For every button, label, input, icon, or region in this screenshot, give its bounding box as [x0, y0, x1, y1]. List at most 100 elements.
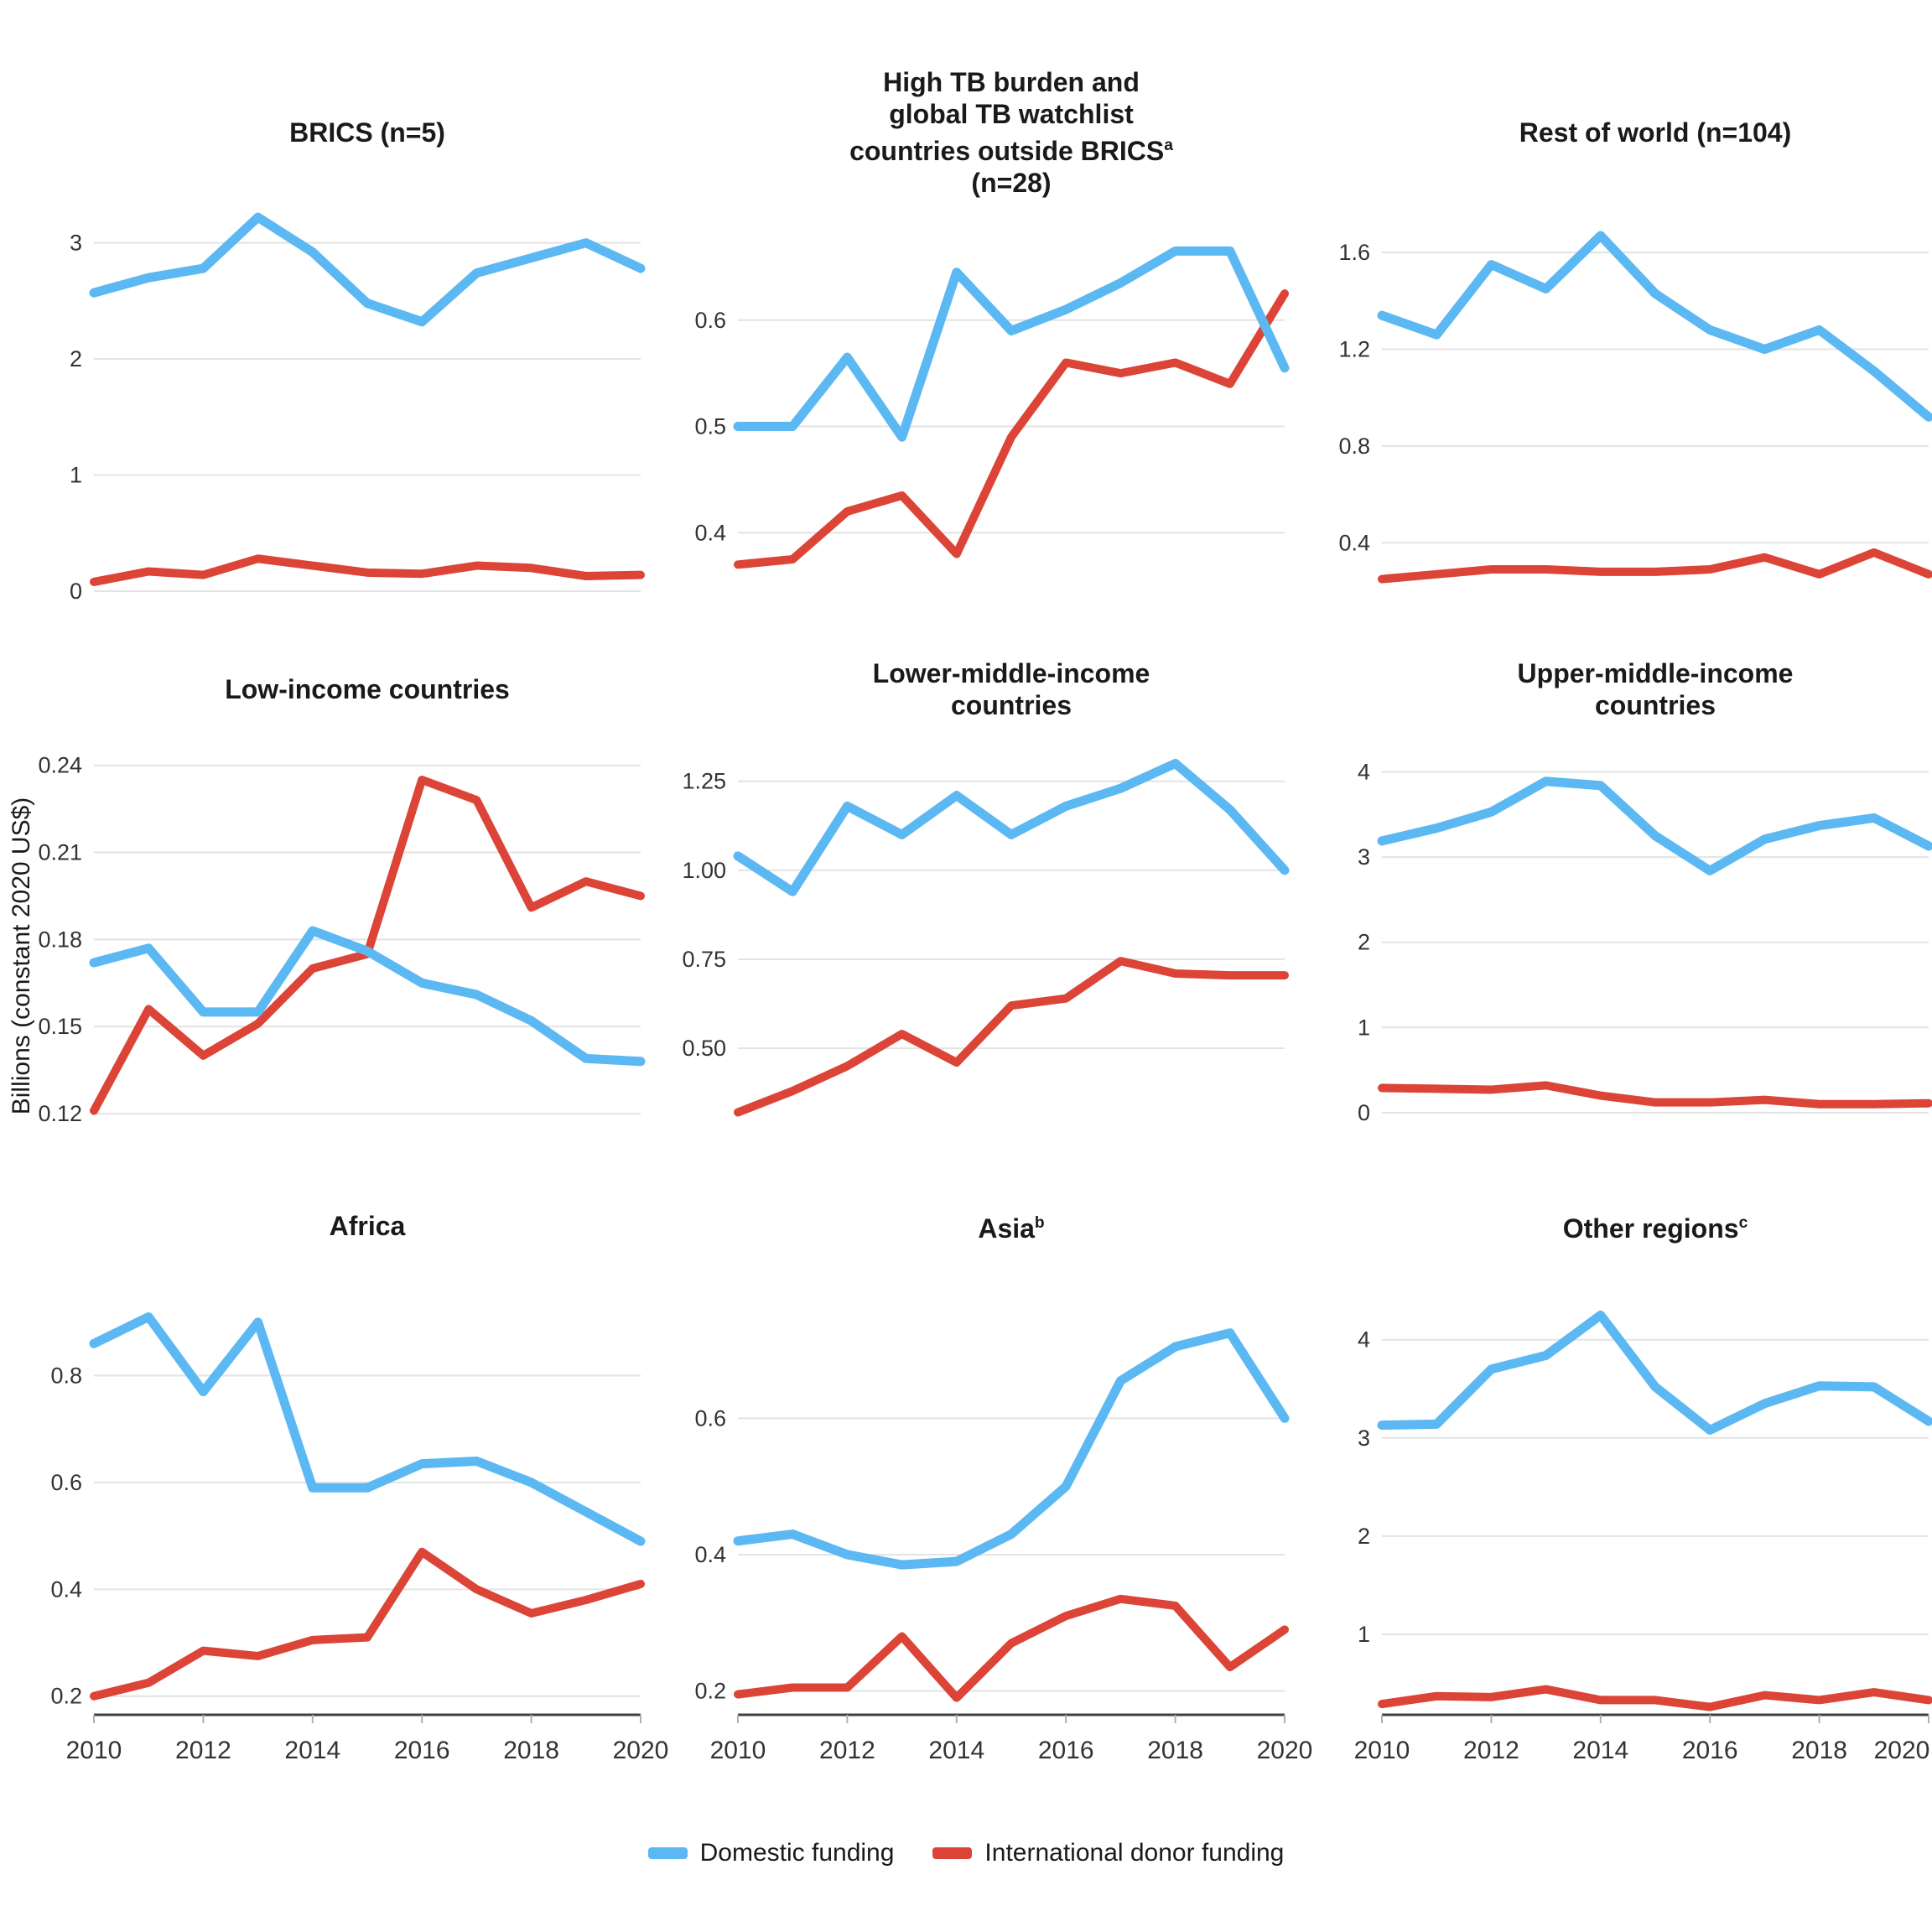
legend-item-donor: International donor funding [932, 1839, 1284, 1867]
domestic-funding-line [1377, 776, 1932, 875]
y-tick-label: 0.8 [1338, 434, 1370, 459]
y-tick-label: 1.6 [1338, 240, 1370, 265]
y-tick-label: 0.4 [1338, 530, 1370, 555]
y-tick-label: 0.6 [50, 1470, 82, 1495]
y-tick-label: 2 [1358, 1524, 1370, 1549]
line-chart-low-income: 0.12 0.15 0.18 0.21 0.24 [38, 753, 646, 1126]
x-tick-label: 2018 [503, 1737, 559, 1764]
panel-title-high-tb-watchlist: High TB burden and global TB watchlist cou… [713, 66, 1310, 199]
line-chart-high-tb-watchlist: 0.4 0.5 0.6 [694, 246, 1290, 569]
panel-title-line: Upper-middle-income [1517, 658, 1794, 688]
panel-title-other-regions: Other regionsc [1357, 1208, 1932, 1244]
line-chart-africa: 0.2 0.4 0.6 0.8 2010 2012 2014 2016 2018 2020 [50, 1311, 668, 1764]
gridlines: 0 1 2 3 [70, 231, 641, 604]
y-tick-label: 3 [70, 231, 82, 256]
panel-title-line: Lower-middle-income [872, 658, 1150, 688]
donor-funding-line [90, 554, 645, 586]
y-tick-label: 0.2 [694, 1679, 726, 1704]
domestic-funding-line [89, 926, 646, 1067]
legend: Domestic funding International donor fund… [0, 1828, 1932, 1878]
x-tick-label: 2020 [1257, 1737, 1313, 1764]
domestic-funding-line [89, 1311, 646, 1546]
domestic-funding-line [89, 212, 646, 327]
domestic-funding-line [733, 758, 1290, 896]
y-tick-label: 1.00 [682, 858, 726, 883]
x-tick-label: 2014 [1572, 1737, 1628, 1764]
line-chart-other-regions: 1 2 3 4 2010 2012 2014 2016 2018 2020 [1354, 1310, 1932, 1764]
line-chart-rest-of-world: 0.4 0.8 1.2 1.6 [1338, 231, 1932, 584]
panel-title-africa: Africa [69, 1210, 666, 1242]
footnote-marker: b [1034, 1214, 1045, 1233]
y-tick-label: 0.6 [694, 1405, 726, 1431]
donor-funding-line [1378, 548, 1932, 584]
gridlines: 0.4 0.8 1.2 1.6 [1338, 240, 1929, 555]
y-tick-label: 0.4 [50, 1576, 82, 1602]
x-axis: 2010 2012 2014 2016 2018 2020 [710, 1713, 1313, 1764]
donor-funding-line [734, 957, 1289, 1117]
panel-title-upper-middle-income: Upper-middle-income countries [1357, 657, 1932, 721]
x-tick-label: 2018 [1147, 1737, 1203, 1764]
footnote-marker: c [1738, 1214, 1748, 1233]
domestic-funding-line [733, 1328, 1290, 1570]
gridlines: 0.12 0.15 0.18 0.21 0.24 [38, 753, 641, 1126]
panel-title-line: Asiab [978, 1213, 1045, 1244]
panel-title-line: Low-income countries [225, 674, 510, 704]
panel-title-line: (n=28) [971, 167, 1052, 198]
panel-title-line: High TB burden and [883, 67, 1140, 98]
x-axis: 2010 2012 2014 2016 2018 2020 [1354, 1713, 1930, 1764]
y-tick-label: 0.75 [682, 947, 726, 972]
legend-swatch-domestic [647, 1847, 688, 1859]
x-tick-label: 2014 [928, 1737, 984, 1764]
panel-title-line: Rest of world (n=104) [1519, 117, 1792, 148]
y-tick-label: 0.24 [38, 753, 82, 778]
gridlines: 0.2 0.4 0.6 0.8 [50, 1363, 641, 1709]
y-tick-label: 0 [70, 579, 82, 604]
panel-title-low-income: Low-income countries [69, 673, 666, 705]
domestic-funding-line [1377, 1310, 1932, 1435]
y-tick-label: 0.15 [38, 1014, 82, 1039]
panel-title-line: Africa [329, 1211, 406, 1241]
x-tick-label: 2010 [1354, 1737, 1410, 1764]
line-chart-lower-middle-income: 0.50 0.75 1.00 1.25 [682, 758, 1290, 1117]
y-tick-label: 3 [1358, 1426, 1370, 1451]
y-tick-label: 1 [1358, 1015, 1370, 1040]
footnote-marker: a [1164, 137, 1173, 155]
y-tick-label: 0.18 [38, 927, 82, 952]
x-tick-label: 2020 [1874, 1737, 1930, 1764]
y-tick-label: 0.50 [682, 1036, 726, 1061]
y-tick-label: 2 [1358, 930, 1370, 955]
line-chart-asia: 0.2 0.4 0.6 2010 2012 2014 2016 2018 2020 [694, 1328, 1312, 1764]
y-tick-label: 0.5 [694, 414, 726, 439]
y-tick-label: 1 [1358, 1622, 1370, 1647]
y-tick-label: 0.2 [50, 1684, 82, 1709]
y-tick-label: 1.2 [1338, 337, 1370, 362]
y-tick-label: 0 [1358, 1100, 1370, 1125]
legend-label-donor: International donor funding [984, 1839, 1285, 1867]
panel-title-rest-of-world: Rest of world (n=104) [1357, 117, 1932, 148]
x-axis: 2010 2012 2014 2016 2018 2020 [66, 1713, 669, 1764]
y-tick-label: 1 [70, 463, 82, 488]
x-tick-label: 2016 [394, 1737, 450, 1764]
legend-label-domestic: Domestic funding [699, 1839, 895, 1867]
donor-funding-line [1378, 1081, 1932, 1109]
x-tick-label: 2012 [175, 1737, 231, 1764]
panel-title-asia: Asiab [713, 1208, 1310, 1244]
x-tick-label: 2020 [613, 1737, 669, 1764]
y-tick-label: 2 [70, 346, 82, 371]
line-chart-brics: 0 1 2 3 [70, 212, 646, 604]
y-tick-label: 4 [1358, 1327, 1370, 1353]
x-tick-label: 2012 [819, 1737, 875, 1764]
domestic-funding-line [1377, 231, 1932, 422]
x-tick-label: 2014 [284, 1737, 340, 1764]
gridlines: 0.4 0.5 0.6 [694, 308, 1285, 545]
y-tick-label: 1.25 [682, 769, 726, 794]
y-tick-label: 0.4 [694, 520, 726, 545]
x-tick-label: 2010 [710, 1737, 766, 1764]
y-tick-label: 4 [1358, 760, 1370, 785]
panel-title-lower-middle-income: Lower-middle-income countries [713, 657, 1310, 721]
donor-funding-line [90, 776, 645, 1115]
y-tick-label: 0.8 [50, 1363, 82, 1389]
domestic-funding-line [733, 246, 1290, 442]
legend-swatch-donor [932, 1847, 973, 1859]
